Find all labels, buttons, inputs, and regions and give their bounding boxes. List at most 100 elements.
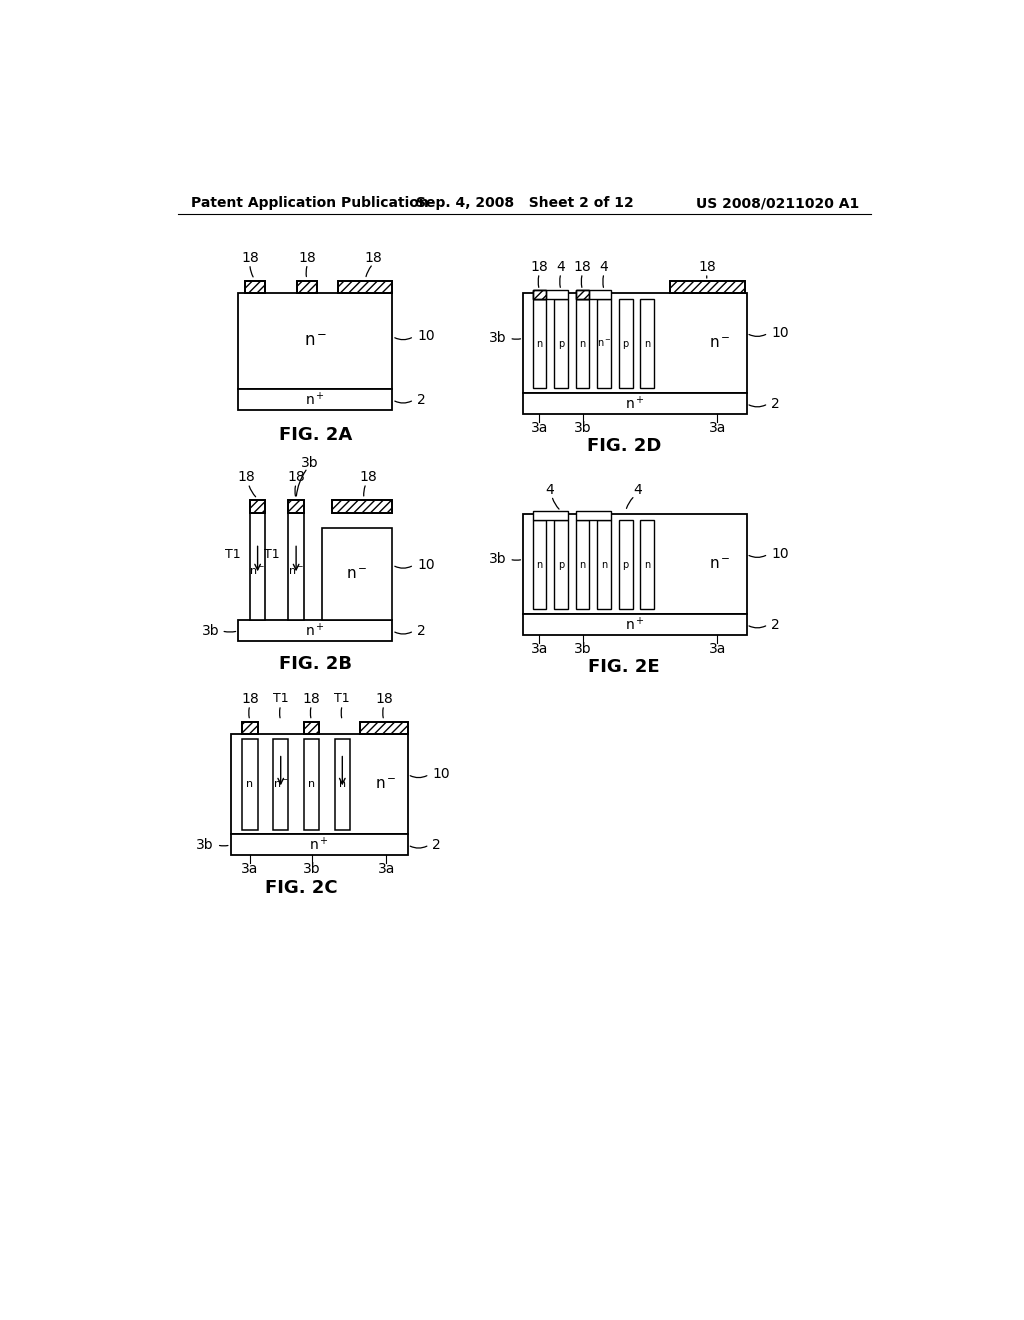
Text: 18: 18 [365, 251, 382, 265]
Bar [289, 512, 304, 620]
Bar [273, 739, 289, 830]
Text: 3b: 3b [303, 862, 321, 876]
Text: p: p [558, 339, 564, 348]
Text: Sep. 4, 2008   Sheet 2 of 12: Sep. 4, 2008 Sheet 2 of 12 [416, 197, 634, 210]
Bar [250, 500, 265, 512]
Text: 2: 2 [771, 396, 780, 411]
Text: n$^-$: n$^-$ [303, 333, 327, 350]
Bar [304, 739, 319, 830]
Text: 18: 18 [241, 251, 259, 265]
Text: n$^-$: n$^-$ [250, 566, 266, 577]
Text: 18: 18 [375, 692, 393, 706]
Bar [250, 512, 265, 620]
Text: T1: T1 [335, 693, 350, 705]
Bar [297, 281, 316, 293]
Bar [618, 520, 633, 609]
Bar [532, 290, 547, 300]
Bar [339, 281, 392, 293]
Text: 4: 4 [557, 260, 565, 275]
Text: 3b: 3b [202, 624, 219, 638]
Bar [523, 614, 746, 635]
Text: 3b: 3b [573, 421, 592, 434]
Bar [245, 281, 264, 293]
Bar [532, 290, 547, 300]
Text: n$^-$: n$^-$ [346, 566, 368, 582]
Bar [597, 300, 611, 388]
Text: T1: T1 [225, 548, 241, 561]
Text: n$^-$: n$^-$ [709, 557, 730, 572]
Bar [230, 734, 408, 834]
Text: n$^+$: n$^+$ [309, 836, 329, 854]
Bar [297, 281, 316, 293]
Bar [245, 281, 264, 293]
Text: 3a: 3a [242, 862, 259, 876]
Bar [243, 722, 258, 734]
Text: 2: 2 [771, 618, 780, 632]
Bar [339, 281, 392, 293]
Bar [250, 500, 265, 512]
Bar [239, 293, 392, 389]
Text: p: p [623, 560, 629, 569]
Text: 18: 18 [530, 260, 548, 275]
Text: n: n [644, 560, 650, 569]
Bar [618, 300, 633, 388]
Text: 3a: 3a [378, 862, 395, 876]
Text: n: n [247, 779, 254, 789]
Text: 3a: 3a [530, 421, 548, 434]
Text: 18: 18 [241, 692, 259, 706]
Text: n: n [537, 560, 543, 569]
Text: 4: 4 [600, 260, 608, 275]
Bar [360, 722, 408, 734]
Text: n: n [537, 339, 543, 348]
Text: 10: 10 [417, 558, 434, 572]
Bar [670, 281, 745, 293]
Bar [304, 722, 319, 734]
Text: 3a: 3a [709, 421, 726, 434]
Text: n$^-$: n$^-$ [709, 335, 730, 351]
Bar [322, 528, 392, 620]
Text: FIG. 2E: FIG. 2E [588, 659, 659, 676]
Text: T1: T1 [263, 548, 280, 561]
Text: p: p [623, 339, 629, 348]
Bar [360, 722, 408, 734]
Text: 10: 10 [432, 767, 450, 781]
Text: 2: 2 [417, 624, 426, 638]
Text: FIG. 2C: FIG. 2C [265, 879, 338, 896]
Text: n: n [580, 339, 586, 348]
Text: 3b: 3b [196, 838, 214, 851]
Bar [339, 281, 392, 293]
Text: n$^+$: n$^+$ [625, 616, 645, 634]
Text: US 2008/0211020 A1: US 2008/0211020 A1 [695, 197, 859, 210]
Text: 18: 18 [303, 692, 321, 706]
Bar [575, 511, 611, 520]
Text: 3a: 3a [530, 642, 548, 656]
Text: FIG. 2B: FIG. 2B [279, 655, 352, 673]
Text: n$^+$: n$^+$ [625, 395, 645, 412]
Bar [335, 739, 350, 830]
Bar [243, 722, 258, 734]
Text: 10: 10 [771, 326, 788, 341]
Bar [640, 520, 654, 609]
Text: FIG. 2A: FIG. 2A [279, 426, 352, 444]
Text: Patent Application Publication: Patent Application Publication [190, 197, 428, 210]
Bar [575, 290, 611, 300]
Text: 10: 10 [417, 330, 434, 343]
Bar [250, 500, 265, 512]
Bar [575, 520, 590, 609]
Text: p: p [558, 560, 564, 569]
Text: FIG. 2D: FIG. 2D [587, 437, 660, 455]
Text: 10: 10 [771, 548, 788, 561]
Text: 4: 4 [633, 483, 642, 496]
Text: 3a: 3a [709, 642, 726, 656]
Bar [575, 300, 590, 388]
Bar [532, 520, 547, 609]
Text: 2: 2 [417, 393, 426, 407]
Bar [575, 290, 590, 300]
Bar [523, 293, 746, 393]
Bar [670, 281, 745, 293]
Bar [333, 500, 392, 512]
Bar [532, 300, 547, 388]
Bar [289, 500, 304, 512]
Bar [289, 500, 304, 512]
Bar [532, 511, 568, 520]
